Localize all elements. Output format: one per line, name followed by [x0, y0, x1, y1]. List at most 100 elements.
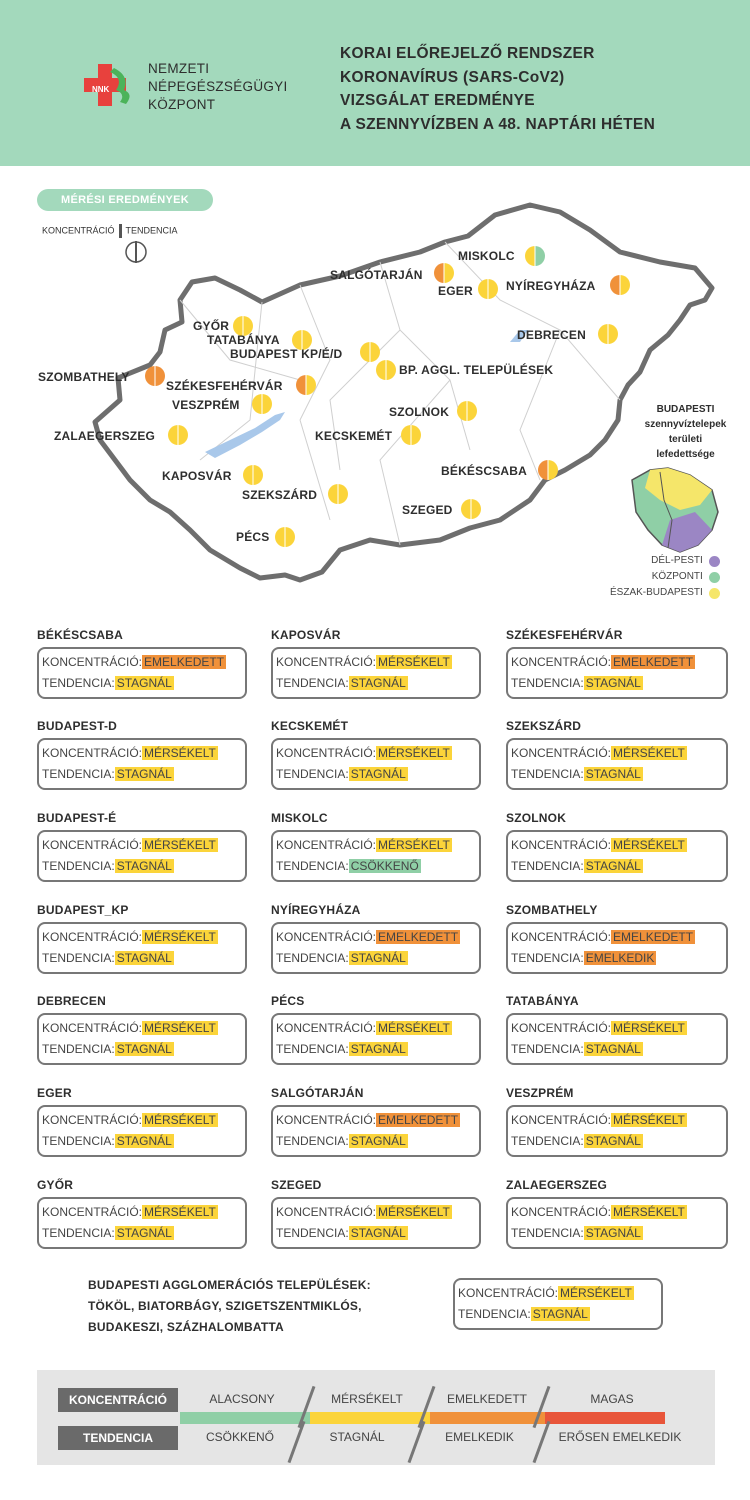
concentration-label: KONCENTRÁCIÓ: — [511, 1205, 612, 1219]
concentration-line: KONCENTRÁCIÓ: MÉRSÉKELT — [276, 1021, 452, 1035]
map-city-dot — [275, 527, 295, 547]
concentration-value: MÉRSÉKELT — [376, 1021, 452, 1035]
title-line: A SZENNYVÍZBEN A 48. NAPTÁRI HÉTEN — [340, 115, 656, 133]
concentration-label: KONCENTRÁCIÓ: — [42, 1021, 143, 1035]
trend-label: TENDENCIA: — [42, 859, 115, 873]
concentration-label: KONCENTRÁCIÓ: — [276, 1205, 377, 1219]
trend-label: TENDENCIA: — [458, 1307, 531, 1321]
trend-line: TENDENCIA: STAGNÁL — [42, 951, 174, 965]
bp-legend-dot — [708, 555, 720, 567]
card-title: BUDAPEST-É — [37, 811, 117, 825]
map-city-dot — [168, 425, 188, 445]
trend-label: TENDENCIA: — [276, 951, 349, 965]
card-title: KECSKEMÉT — [271, 719, 349, 733]
map-city-label: PÉCS — [236, 530, 270, 544]
title-line: KORONAVÍRUS (SARS-CoV2) — [340, 68, 565, 86]
card-title: SZOLNOK — [506, 811, 567, 825]
title-line: KORAI ELŐREJELZŐ RENDSZER — [340, 45, 595, 62]
map-city-label: SZEKSZÁRD — [242, 488, 318, 502]
concentration-line: KONCENTRÁCIÓ: EMELKEDETT — [276, 1113, 461, 1127]
concentration-line: KONCENTRÁCIÓ: MÉRSÉKELT — [276, 838, 452, 852]
concentration-line: KONCENTRÁCIÓ: MÉRSÉKELT — [42, 746, 218, 760]
split-circle-icon — [125, 241, 147, 263]
trend-label: TENDENCIA: — [511, 1134, 584, 1148]
card-title: BUDAPEST_KP — [37, 903, 129, 917]
concentration-value: MÉRSÉKELT — [142, 930, 218, 944]
scale-conc-level: ALACSONY — [209, 1392, 275, 1406]
card-title: SZÉKESFEHÉRVÁR — [506, 628, 623, 642]
trend-line: TENDENCIA: STAGNÁL — [511, 1042, 643, 1056]
trend-value: STAGNÁL — [114, 951, 174, 965]
concentration-line: KONCENTRÁCIÓ: MÉRSÉKELT — [276, 655, 452, 669]
result-card: KONCENTRÁCIÓ: MÉRSÉKELT TENDENCIA: STAGNÁL — [37, 1105, 247, 1157]
agglomeration-text: BUDAPESTI AGGLOMERÁCIÓS TELEPÜLÉSEK: TÖK… — [88, 1275, 371, 1338]
card-title: SALGÓTARJÁN — [271, 1086, 364, 1100]
trend-label: TENDENCIA: — [511, 767, 584, 781]
concentration-label: KONCENTRÁCIÓ: — [458, 1286, 559, 1300]
trend-line: TENDENCIA: STAGNÁL — [42, 1042, 174, 1056]
concentration-value: EMELKEDETT — [611, 930, 696, 944]
card-title: SZEGED — [271, 1178, 322, 1192]
map-city-label: NYÍREGYHÁZA — [506, 279, 596, 293]
concentration-value: MÉRSÉKELT — [611, 1205, 687, 1219]
concentration-value: MÉRSÉKELT — [611, 746, 687, 760]
concentration-value: MÉRSÉKELT — [558, 1286, 634, 1300]
bp-legend-dot — [708, 571, 720, 583]
card-title: TATABÁNYA — [506, 994, 579, 1008]
agglomeration-card: KONCENTRÁCIÓ: MÉRSÉKELT TENDENCIA: STAGNÁL — [453, 1278, 663, 1330]
concentration-label: KONCENTRÁCIÓ: — [42, 930, 143, 944]
trend-value: STAGNÁL — [114, 767, 174, 781]
result-card: KONCENTRÁCIÓ: MÉRSÉKELT TENDENCIA: STAGNÁL — [506, 1197, 728, 1249]
concentration-line: KONCENTRÁCIÓ: MÉRSÉKELT — [42, 838, 218, 852]
trend-label: TENDENCIA: — [511, 859, 584, 873]
result-card: KONCENTRÁCIÓ: EMELKEDETT TENDENCIA: EMELKED… — [506, 922, 728, 974]
trend-value: STAGNÁL — [114, 1134, 174, 1148]
trend-label: TENDENCIA: — [511, 951, 584, 965]
trend-line: TENDENCIA: EMELKEDIK — [511, 951, 657, 965]
result-card: KONCENTRÁCIÓ: EMELKEDETT TENDENCIA: STAGNÁL — [37, 647, 247, 699]
hungary-map — [92, 202, 719, 583]
trend-line: TENDENCIA: CSÖKKENŐ — [276, 859, 421, 873]
trend-value: STAGNÁL — [348, 951, 408, 965]
scale-trend-level: ERŐSEN EMELKEDIK — [558, 1430, 682, 1444]
map-city-dot — [478, 279, 498, 299]
result-card: KONCENTRÁCIÓ: MÉRSÉKELT TENDENCIA: STAGNÁL — [37, 830, 247, 882]
result-card: KONCENTRÁCIÓ: MÉRSÉKELT TENDENCIA: STAGNÁL — [271, 1197, 481, 1249]
trend-value: STAGNÁL — [114, 859, 174, 873]
scale-bar-alacsony — [180, 1412, 310, 1424]
result-card: KONCENTRÁCIÓ: EMELKEDETT TENDENCIA: STAGNÁL — [271, 922, 481, 974]
trend-line: TENDENCIA: STAGNÁL — [458, 1307, 590, 1321]
lake-balaton — [205, 412, 285, 458]
header: NNK NEMZETI NÉPEGÉSZSÉGÜGYI KÖZPONT KORA… — [0, 0, 750, 166]
lake-tisza — [510, 330, 528, 342]
map-city-dot — [243, 465, 263, 485]
bp-legend-item: DÉL-PESTI — [610, 553, 720, 569]
map-city-dot — [376, 360, 396, 380]
map-city-label: VESZPRÉM — [172, 398, 240, 412]
result-card: KONCENTRÁCIÓ: MÉRSÉKELT TENDENCIA: STAGNÁL — [271, 647, 481, 699]
card-title: MISKOLC — [271, 811, 328, 825]
trend-value: STAGNÁL — [348, 767, 408, 781]
title-line: VIZSGÁLAT EREDMÉNYE — [340, 92, 535, 109]
scale-bar-magas — [545, 1412, 665, 1424]
trend-line: TENDENCIA: STAGNÁL — [511, 767, 643, 781]
concentration-line: KONCENTRÁCIÓ: MÉRSÉKELT — [511, 838, 687, 852]
map-city-dot — [457, 401, 477, 421]
concentration-label: KONCENTRÁCIÓ: — [276, 1113, 377, 1127]
card-title: BÉKÉSCSABA — [37, 628, 124, 642]
dot-legend: KONCENTRÁCIÓ TENDENCIA — [42, 224, 178, 238]
trend-label: TENDENCIA: — [42, 951, 115, 965]
agglomeration-line: BUDAPESTI AGGLOMERÁCIÓS TELEPÜLÉSEK: — [88, 1278, 371, 1292]
trend-value: STAGNÁL — [348, 676, 408, 690]
concentration-label: KONCENTRÁCIÓ: — [42, 655, 143, 669]
card-title: GYŐR — [37, 1178, 74, 1192]
concentration-value: MÉRSÉKELT — [376, 746, 452, 760]
trend-value: EMELKEDIK — [583, 951, 657, 965]
trend-label: TENDENCIA: — [511, 676, 584, 690]
trend-value: STAGNÁL — [348, 1226, 408, 1240]
concentration-value: EMELKEDETT — [611, 655, 696, 669]
map-city-label: KECSKEMÉT — [315, 429, 393, 443]
scale-bar-mersekelt — [310, 1412, 430, 1424]
map-city-label: SZÉKESFEHÉRVÁR — [166, 379, 283, 393]
org-line: KÖZPONT — [148, 97, 216, 112]
